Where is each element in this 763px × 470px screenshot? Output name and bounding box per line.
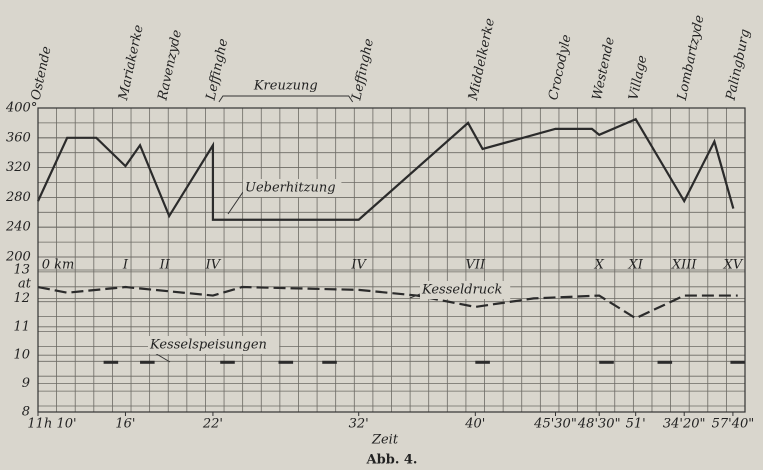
y2-tick-label: 10 [13,348,30,363]
name-leader [409,293,421,299]
x-tick-label: 34'20" [663,417,706,432]
y2-tick-label: 9 [22,376,30,391]
y-tick-label: 400° [5,101,37,116]
y2-tick-label: 8 [22,405,30,420]
km-mark: I [122,258,129,273]
km-mark: VII [465,258,486,273]
y2-unit: at [18,277,32,292]
crossing-bracket [218,95,354,103]
plot-frame [37,107,746,413]
name-bg [243,179,342,197]
y-tick-label: 320 [6,160,31,175]
km-mark: II [159,258,171,273]
y-tick-label: 360 [6,130,31,145]
y2-tick-label: 13 [13,263,30,278]
name-bg [148,336,280,354]
data-line [37,285,738,320]
x-tick-label: 16' [115,417,135,432]
crossing-label: Kreuzung [253,79,318,94]
x-tick-label: 22' [202,417,223,432]
km-mark: XV [723,258,744,273]
y-tick-label: 280 [5,190,31,205]
x-tick-label: 57'40" [712,417,755,432]
series-label: Ueberhitzung [245,181,336,196]
name-bg [420,281,511,299]
km-mark: IV [205,258,222,273]
x-tick-label: 32' [349,417,369,432]
y-tick-label: 240 [5,220,31,235]
km-mark: XIII [671,258,698,273]
km-mark: XI [627,258,643,273]
y-tick-label: 200 [5,250,31,265]
series-label: Kesseldruck [421,283,502,298]
km-mark: IV [350,258,367,273]
x-tick-label: 48'30" [577,417,621,432]
x-tick-label: 45'30" [533,417,577,432]
x-tick-label: 51' [626,417,646,432]
series-label: Kesselspeisungen [149,338,267,353]
y2-tick-label: 11 [13,319,30,334]
x-tick-label: 40' [464,417,485,432]
name-leader [227,191,244,215]
km-mark: X [594,258,605,273]
caption: Abb. 4. [366,453,418,468]
data-line [37,117,735,221]
km-mark: 0 km [42,258,75,273]
x-tick-label: 11h 10' [27,417,76,432]
x-axis-title: Zeit [371,433,399,448]
y2-tick-label: 12 [13,291,30,306]
